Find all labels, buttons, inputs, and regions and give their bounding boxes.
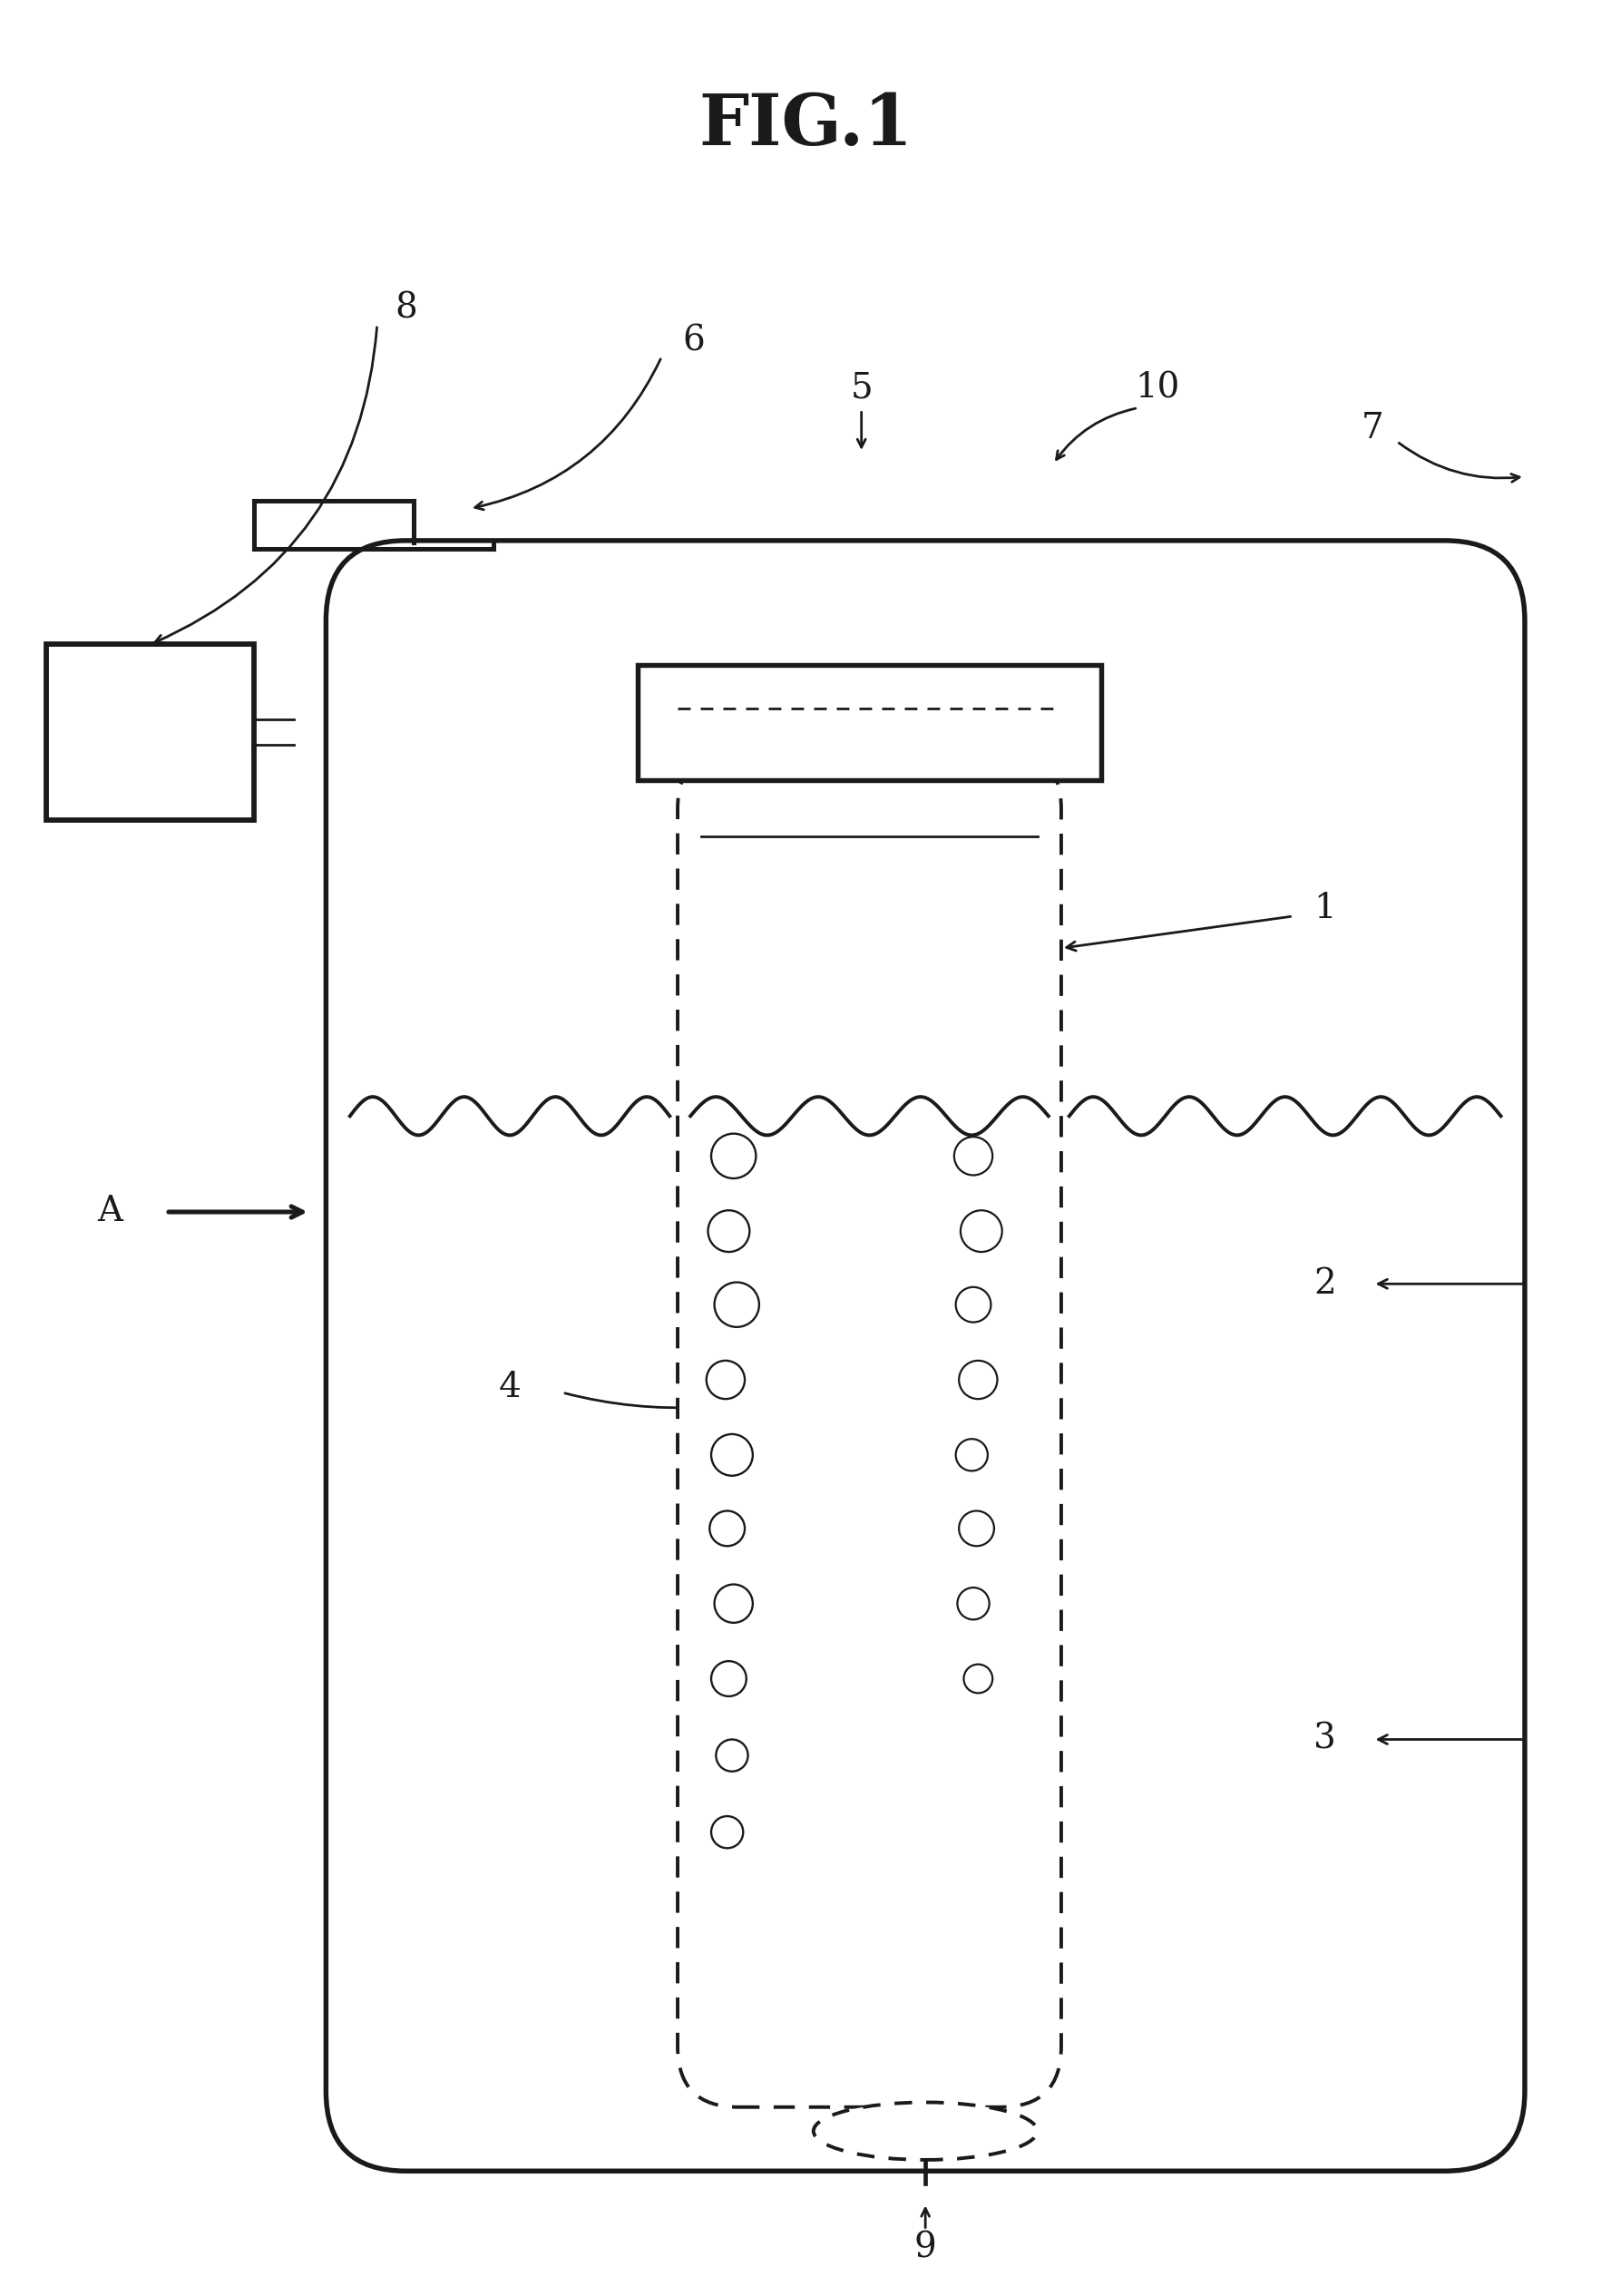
Text: 8: 8 (395, 292, 417, 326)
Bar (47, 645, 255, 820)
Text: FIG.1: FIG.1 (699, 90, 912, 158)
Text: 7: 7 (1361, 411, 1384, 445)
Text: 4: 4 (498, 1371, 520, 1405)
FancyBboxPatch shape (678, 748, 1062, 2108)
Text: 3: 3 (1313, 1722, 1336, 1756)
Bar (638, 666, 1102, 781)
Text: 6: 6 (683, 324, 706, 358)
Text: 10: 10 (1134, 372, 1179, 406)
Text: 9: 9 (913, 2232, 936, 2264)
Text: 1: 1 (1315, 891, 1336, 925)
Text: 2: 2 (1313, 1267, 1336, 1300)
Text: A: A (98, 1196, 122, 1228)
Ellipse shape (814, 2103, 1037, 2161)
Text: 5: 5 (851, 372, 873, 406)
